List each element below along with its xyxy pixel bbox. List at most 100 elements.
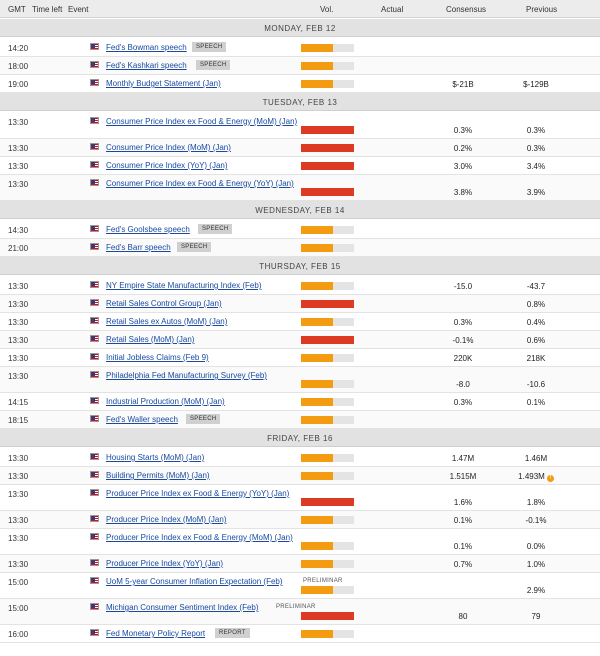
volatility-bar	[301, 454, 354, 462]
col-event: Event	[68, 5, 89, 14]
event-link[interactable]: Fed Monetary Policy Report	[106, 629, 206, 638]
volatility-fill	[301, 62, 333, 70]
revised-info-icon[interactable]: !	[546, 475, 554, 482]
event-time: 13:30	[8, 300, 29, 309]
event-link[interactable]: UoM 5-year Consumer Inflation Expectatio…	[106, 577, 283, 586]
event-time: 13:30	[8, 162, 29, 171]
volatility-bar	[301, 560, 354, 568]
event-link[interactable]: Fed's Bowman speech	[106, 43, 187, 52]
event-link[interactable]: Consumer Price Index ex Food & Energy (M…	[106, 117, 298, 126]
day-header: FRIDAY, FEB 16	[0, 429, 600, 447]
volatility-bar	[301, 336, 354, 344]
volatility-fill	[301, 630, 333, 638]
volatility-bar	[301, 126, 354, 134]
event-row: 13:30 Building Permits (MoM) (Jan) 1.515M 1…	[0, 467, 600, 485]
event-time: 21:00	[8, 244, 29, 253]
event-link[interactable]: Michigan Consumer Sentiment Index (Feb)	[106, 603, 259, 612]
event-time: 14:30	[8, 226, 29, 235]
previous-text: 79	[531, 612, 541, 621]
event-link[interactable]: Consumer Price Index (YoY) (Jan)	[106, 161, 228, 170]
us-flag-icon	[90, 489, 99, 496]
volatility-bar	[301, 144, 354, 152]
consensus-value: -8.0	[456, 380, 470, 389]
previous-text: 0.6%	[526, 336, 546, 345]
volatility-bar	[301, 516, 354, 524]
us-flag-icon	[90, 299, 99, 306]
volatility-fill	[301, 44, 333, 52]
event-row: 13:30 Producer Price Index (MoM) (Jan) 0.1…	[0, 511, 600, 529]
event-time: 13:30	[8, 144, 29, 153]
previous-value: -43.7	[506, 282, 566, 291]
consensus-value: 0.2%	[453, 144, 473, 153]
event-badge: SPEECH	[198, 224, 233, 234]
event-link[interactable]: Industrial Production (MoM) (Jan)	[106, 397, 225, 406]
day-label: WEDNESDAY, FEB 14	[255, 206, 345, 215]
volatility-fill	[301, 560, 333, 568]
event-link[interactable]: Retail Sales Control Group (Jan)	[106, 299, 222, 308]
event-link[interactable]: Building Permits (MoM) (Jan)	[106, 471, 210, 480]
consensus-value: 220K	[453, 354, 473, 363]
event-row: 13:30 Producer Price Index (YoY) (Jan) 0.7…	[0, 555, 600, 573]
event-row: 14:20 Fed's Bowman speech SPEECH	[0, 39, 600, 57]
event-link[interactable]: Fed's Goolsbee speech	[106, 225, 190, 234]
event-row: 13:30 Consumer Price Index ex Food & Ener…	[0, 113, 600, 139]
event-row: 13:30 Consumer Price Index (YoY) (Jan) 3.0…	[0, 157, 600, 175]
event-time: 18:15	[8, 416, 29, 425]
event-link[interactable]: Retail Sales ex Autos (MoM) (Jan)	[106, 317, 228, 326]
day-header: WEDNESDAY, FEB 14	[0, 201, 600, 219]
event-link[interactable]: Fed's Waller speech	[106, 415, 178, 424]
event-link[interactable]: Consumer Price Index (MoM) (Jan)	[106, 143, 231, 152]
volatility-bar	[301, 416, 354, 424]
event-link[interactable]: Producer Price Index (YoY) (Jan)	[106, 559, 224, 568]
us-flag-icon	[90, 533, 99, 540]
previous-text: 1.493M	[518, 472, 545, 481]
event-row: 13:30 Initial Jobless Claims (Feb 9) 220K 2…	[0, 349, 600, 367]
volatility-fill	[301, 380, 333, 388]
event-link[interactable]: Producer Price Index (MoM) (Jan)	[106, 515, 227, 524]
previous-value: 1.8%	[506, 498, 566, 507]
previous-value: 3.9%	[506, 188, 566, 197]
volatility-fill	[301, 318, 333, 326]
event-row: 18:15 Fed's Waller speech SPEECH	[0, 411, 600, 429]
previous-text: -0.1%	[525, 516, 547, 525]
previous-text: 2.9%	[526, 586, 546, 595]
col-time-left: Time left	[32, 5, 63, 14]
volatility-fill	[301, 542, 333, 550]
event-link[interactable]: Fed's Kashkari speech	[106, 61, 187, 70]
previous-value: 0.3%	[506, 144, 566, 153]
volatility-bar	[301, 282, 354, 290]
event-link[interactable]: Retail Sales (MoM) (Jan)	[106, 335, 195, 344]
event-link[interactable]: Housing Starts (MoM) (Jan)	[106, 453, 205, 462]
event-row: 16:00 Fed Monetary Policy Report REPORT	[0, 625, 600, 643]
previous-value: 1.0%	[506, 560, 566, 569]
volatility-bar	[301, 300, 354, 308]
volatility-bar	[301, 630, 354, 638]
previous-text: 1.46M	[524, 454, 548, 463]
previous-text: 0.3%	[526, 126, 546, 135]
consensus-value: 0.3%	[453, 398, 473, 407]
event-link[interactable]: Producer Price Index ex Food & Energy (Y…	[106, 489, 290, 498]
volatility-bar	[301, 244, 354, 252]
event-time: 16:00	[8, 630, 29, 639]
previous-text: 0.4%	[526, 318, 546, 327]
event-link[interactable]: Producer Price Index ex Food & Energy (M…	[106, 533, 293, 542]
us-flag-icon	[90, 397, 99, 404]
event-row: 21:00 Fed's Barr speech SPEECH	[0, 239, 600, 257]
previous-text: 0.8%	[526, 300, 546, 309]
us-flag-icon	[90, 43, 99, 50]
event-link[interactable]: NY Empire State Manufacturing Index (Feb…	[106, 281, 262, 290]
event-row: 13:30 Retail Sales Control Group (Jan) 0.8…	[0, 295, 600, 313]
event-link[interactable]: Philadelphia Fed Manufacturing Survey (F…	[106, 371, 267, 380]
event-link[interactable]: Consumer Price Index ex Food & Energy (Y…	[106, 179, 294, 188]
event-link[interactable]: Fed's Barr speech	[106, 243, 171, 252]
us-flag-icon	[90, 117, 99, 124]
event-time: 13:30	[8, 490, 29, 499]
us-flag-icon	[90, 243, 99, 250]
previous-text: 0.0%	[526, 542, 546, 551]
event-link[interactable]: Initial Jobless Claims (Feb 9)	[106, 353, 209, 362]
event-badge: PRELIMINAR	[276, 604, 316, 610]
col-consensus: Consensus	[446, 5, 487, 14]
volatility-fill	[301, 336, 354, 344]
consensus-value: 80	[458, 612, 468, 621]
event-link[interactable]: Monthly Budget Statement (Jan)	[106, 79, 221, 88]
